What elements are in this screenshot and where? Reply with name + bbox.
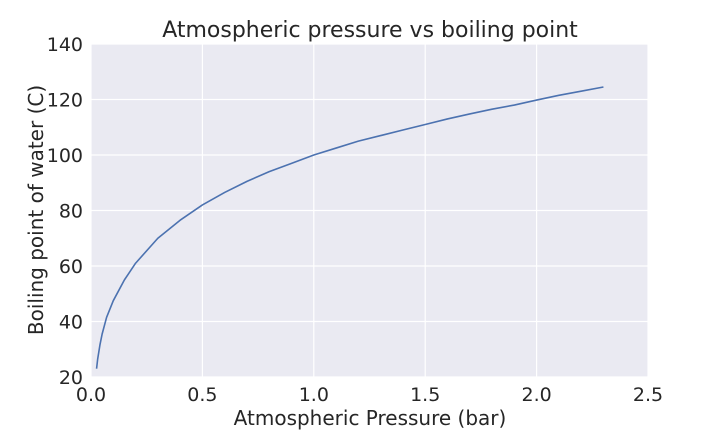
x-tick-label: 1.5 bbox=[410, 384, 440, 406]
y-tick-label: 20 bbox=[59, 367, 83, 389]
x-tick-label: 0.5 bbox=[187, 384, 217, 406]
x-tick-label: 1.0 bbox=[299, 384, 329, 406]
x-tick-label: 0.0 bbox=[76, 384, 106, 406]
y-axis-title: Boiling point of water (C) bbox=[24, 85, 48, 335]
y-tick-label: 120 bbox=[47, 90, 83, 112]
grid bbox=[90, 43, 649, 378]
series-layer bbox=[95, 86, 604, 369]
x-tick-label: 2.0 bbox=[521, 384, 551, 406]
y-tick-label: 140 bbox=[47, 34, 83, 56]
y-tick-label: 100 bbox=[47, 145, 83, 167]
chart-title: Atmospheric pressure vs boiling point bbox=[162, 18, 578, 43]
y-tick-label: 60 bbox=[59, 256, 83, 278]
y-tick-label: 40 bbox=[59, 312, 83, 334]
y-axis: 20 40 60 80 100 120 140 bbox=[47, 34, 83, 389]
y-tick-label: 80 bbox=[59, 201, 83, 223]
x-axis-title: Atmospheric Pressure (bar) bbox=[234, 406, 507, 430]
series-line-0 bbox=[95, 86, 604, 369]
x-axis: 0.0 0.5 1.0 1.5 2.0 2.5 bbox=[76, 384, 663, 406]
x-tick-label: 2.5 bbox=[633, 384, 663, 406]
